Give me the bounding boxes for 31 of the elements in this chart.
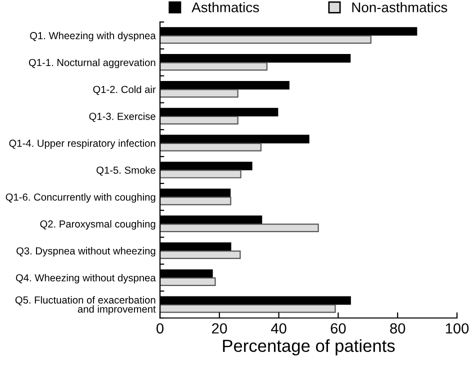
x-tick-label: 40 [271, 323, 286, 334]
legend-label: Non-asthmatics [352, 2, 448, 12]
bar [160, 89, 238, 98]
y-tick-label: Q1-4. Upper respiratory infection [9, 139, 156, 149]
bar [160, 250, 241, 260]
y-tick-label: Q5. Fluctuation of exacerbation and improvement [15, 296, 156, 315]
bar [160, 35, 372, 44]
x-tick-label: 100 [446, 323, 469, 334]
bar [160, 196, 232, 206]
bar [160, 304, 336, 313]
bar [160, 116, 238, 124]
y-tick-label: Q1-3. Exercise [89, 112, 156, 122]
y-tick-label: Q1. Wheezing with dyspnea [30, 32, 156, 42]
y-tick-label: Q1-1. Nocturnal aggrevation [28, 58, 156, 68]
x-tick-label: 20 [212, 323, 227, 334]
x-axis-title: Percentage of patients [223, 339, 395, 356]
legend-label: Asthmatics [192, 2, 259, 12]
y-tick-label: Q4. Wheezing without dyspnea [16, 274, 156, 284]
y-tick-label: Q1-5. Smoke [96, 166, 156, 176]
y-tick-label: Q2. Paroxysmal coughing [40, 220, 156, 230]
bar [160, 224, 319, 232]
bar [160, 142, 262, 152]
bar [160, 277, 216, 286]
x-tick-label: 60 [330, 323, 346, 334]
bar [160, 62, 268, 71]
y-tick-label: Q3. Dyspnea without wheezing [16, 247, 156, 257]
bar [160, 170, 242, 178]
x-tick-label: 0 [156, 323, 164, 334]
y-tick-label: Q1-2. Cold air [93, 86, 156, 95]
y-tick-label: Q1-6. Concurrently with coughing [6, 193, 156, 203]
x-tick-label: 80 [390, 323, 406, 334]
